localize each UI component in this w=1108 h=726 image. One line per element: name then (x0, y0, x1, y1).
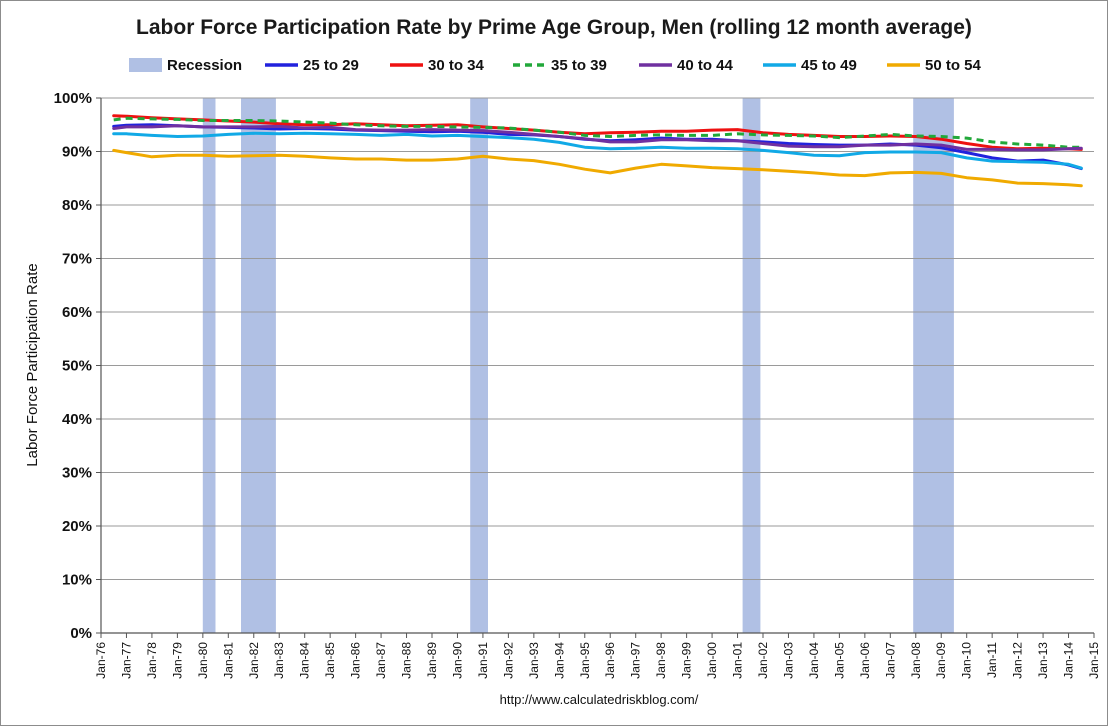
x-tick-label-Jan-89: Jan-89 (425, 642, 439, 679)
x-tick-label-Jan-04: Jan-04 (807, 642, 821, 679)
x-tick-label-Jan-79: Jan-79 (170, 642, 184, 679)
x-tick-label-Jan-93: Jan-93 (527, 642, 541, 679)
x-tick-label-Jan-11: Jan-11 (985, 642, 999, 678)
y-tick-label-50: 50% (62, 358, 92, 375)
series-line-35-to-39 (113, 116, 1082, 149)
x-tick-label-Jan-06: Jan-06 (858, 642, 872, 679)
series-line-40-to-44 (112, 124, 1083, 152)
x-tick-label-Jan-99: Jan-99 (680, 642, 694, 679)
x-tick-label-Jan-09: Jan-09 (934, 642, 948, 679)
y-tick-label-20: 20% (62, 518, 92, 535)
legend-label-25-to-29: 25 to 29 (303, 57, 359, 74)
x-tick-label-Jan-88: Jan-88 (400, 642, 414, 679)
x-tick-label-Jan-87: Jan-87 (374, 642, 388, 679)
x-tick-label-Jan-98: Jan-98 (654, 642, 668, 679)
x-tick-label-Jan-15: Jan-15 (1087, 642, 1101, 679)
series-line-30-to-34 (112, 114, 1083, 151)
x-tick-label-Jan-86: Jan-86 (349, 642, 363, 679)
x-tick-label-Jan-01: Jan-01 (731, 642, 745, 679)
legend-label-45-to-49: 45 to 49 (801, 57, 857, 74)
y-tick-label-10: 10% (62, 572, 92, 589)
x-tick-label-Jan-76: Jan-76 (94, 642, 108, 679)
series-line-50-to-54 (112, 148, 1083, 188)
source-url: http://www.calculatedriskblog.com/ (500, 692, 699, 707)
x-tick-label-Jan-92: Jan-92 (501, 642, 515, 679)
y-tick-label-40: 40% (62, 411, 92, 428)
legend-label-50-to-54: 50 to 54 (925, 57, 982, 74)
x-tick-label-Jan-08: Jan-08 (909, 642, 923, 679)
x-tick-label-Jan-84: Jan-84 (298, 642, 312, 679)
x-tick-label-Jan-95: Jan-95 (578, 642, 592, 679)
x-tick-label-Jan-14: Jan-14 (1062, 642, 1076, 679)
x-tick-label-Jan-85: Jan-85 (323, 642, 337, 679)
y-tick-label-0: 0% (70, 625, 92, 642)
y-axis-label: Labor Force Participation Rate (24, 263, 41, 466)
y-tick-label-80: 80% (62, 197, 92, 214)
y-tick-label-90: 90% (62, 144, 92, 161)
x-tick-label-Jan-10: Jan-10 (960, 642, 974, 679)
y-axis-ticks: 0% 10% 20% 30% 40% 50% 60% 70% 80% 90% 100% (54, 90, 101, 642)
legend-swatch-Recession (129, 58, 162, 72)
series-line-45-to-49 (112, 131, 1083, 170)
x-tick-label-Jan-80: Jan-80 (196, 642, 210, 679)
x-axis-ticks: Jan-76 Jan-77 Jan-78 Jan-79 Jan-80 Jan-81 Jan-… (94, 633, 1101, 679)
x-tick-label-Jan-07: Jan-07 (883, 642, 897, 679)
x-tick-label-Jan-94: Jan-94 (552, 642, 566, 679)
chart-title: Labor Force Participation Rate by Prime … (136, 16, 972, 39)
x-tick-label-Jan-00: Jan-00 (705, 642, 719, 679)
x-tick-label-Jan-05: Jan-05 (832, 642, 846, 679)
x-tick-label-Jan-81: Jan-81 (221, 642, 235, 679)
x-tick-label-Jan-90: Jan-90 (451, 642, 465, 679)
x-tick-label-Jan-77: Jan-77 (120, 642, 134, 679)
y-tick-label-30: 30% (62, 465, 92, 482)
legend-label-35-to-39: 35 to 39 (551, 57, 607, 74)
x-tick-label-Jan-96: Jan-96 (603, 642, 617, 679)
gridlines (101, 97, 1094, 580)
y-tick-label-100: 100% (54, 90, 92, 107)
legend-label-40-to-44: 40 to 44 (677, 57, 734, 74)
x-tick-label-Jan-12: Jan-12 (1011, 642, 1025, 679)
x-tick-label-Jan-83: Jan-83 (272, 642, 286, 679)
y-tick-label-60: 60% (62, 304, 92, 321)
y-tick-label-70: 70% (62, 251, 92, 268)
x-tick-label-Jan-13: Jan-13 (1036, 642, 1050, 679)
x-tick-label-Jan-82: Jan-82 (247, 642, 261, 679)
x-tick-label-Jan-91: Jan-91 (476, 642, 490, 679)
x-tick-label-Jan-03: Jan-03 (782, 642, 796, 679)
legend: Recession 25 to 29 30 to 34 35 to 39 40 to 4… (129, 57, 982, 74)
series-lines (112, 114, 1083, 188)
x-tick-label-Jan-97: Jan-97 (629, 642, 643, 679)
plot-area (100, 97, 1094, 634)
x-tick-label-Jan-78: Jan-78 (145, 642, 159, 679)
x-tick-label-Jan-02: Jan-02 (756, 642, 770, 679)
legend-label-Recession: Recession (167, 57, 242, 74)
legend-label-30-to-34: 30 to 34 (428, 57, 485, 74)
